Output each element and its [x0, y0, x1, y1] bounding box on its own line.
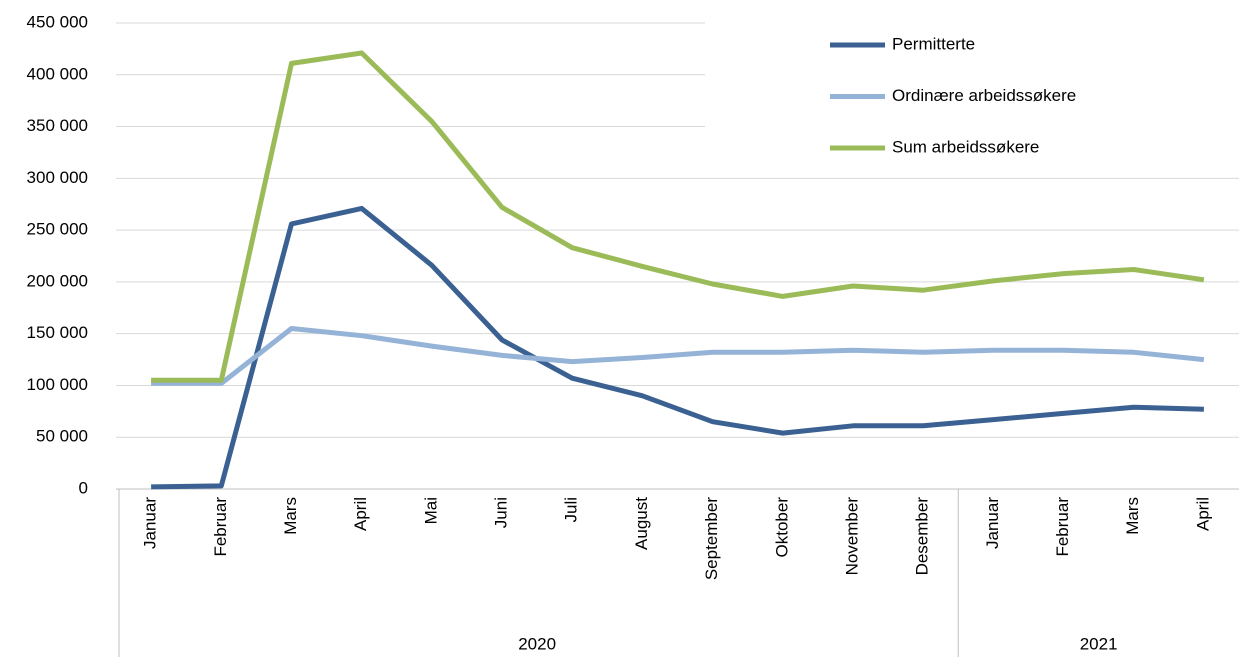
y-tick-label: 450 000: [27, 12, 88, 31]
x-tick-label: Mai: [421, 497, 440, 524]
legend-label: Ordinære arbeidssøkere: [892, 86, 1076, 105]
legend-box: [705, 0, 1239, 172]
x-tick-label: April: [1193, 497, 1212, 531]
group-label: 2021: [1080, 634, 1118, 653]
y-tick-label: 150 000: [27, 323, 88, 342]
x-tick-label: August: [632, 497, 651, 550]
x-tick-label: Februar: [211, 497, 230, 557]
y-tick-label: 250 000: [27, 220, 88, 239]
x-tick-label: Januar: [983, 497, 1002, 549]
y-tick-label: 50 000: [36, 427, 88, 446]
legend-label: Sum arbeidssøkere: [892, 137, 1039, 156]
y-tick-label: 200 000: [27, 271, 88, 290]
x-tick-label: Desember: [913, 497, 932, 576]
x-tick-label: Juni: [492, 497, 511, 528]
x-tick-label: Oktober: [772, 497, 791, 558]
x-tick-label: Januar: [141, 497, 160, 549]
y-tick-label: 400 000: [27, 64, 88, 83]
line-series: [151, 50, 1205, 383]
group-label: 2020: [518, 634, 556, 653]
x-tick-label: Februar: [1053, 497, 1072, 557]
x-tick-label: September: [702, 497, 721, 580]
line-series: [151, 205, 1204, 490]
x-tick-label: Mars: [1123, 497, 1142, 535]
y-tick-label: 300 000: [27, 168, 88, 187]
x-tick-label: November: [842, 497, 861, 576]
x-tick-label: Mars: [281, 497, 300, 535]
legend-label: Permitterte: [892, 34, 975, 53]
x-tick-label: April: [351, 497, 370, 531]
y-tick-label: 350 000: [27, 116, 88, 135]
y-tick-label: 0: [79, 478, 88, 497]
y-tick-label: 100 000: [27, 375, 88, 394]
x-tick-label: Juli: [562, 497, 581, 523]
line-series: [151, 326, 1205, 386]
